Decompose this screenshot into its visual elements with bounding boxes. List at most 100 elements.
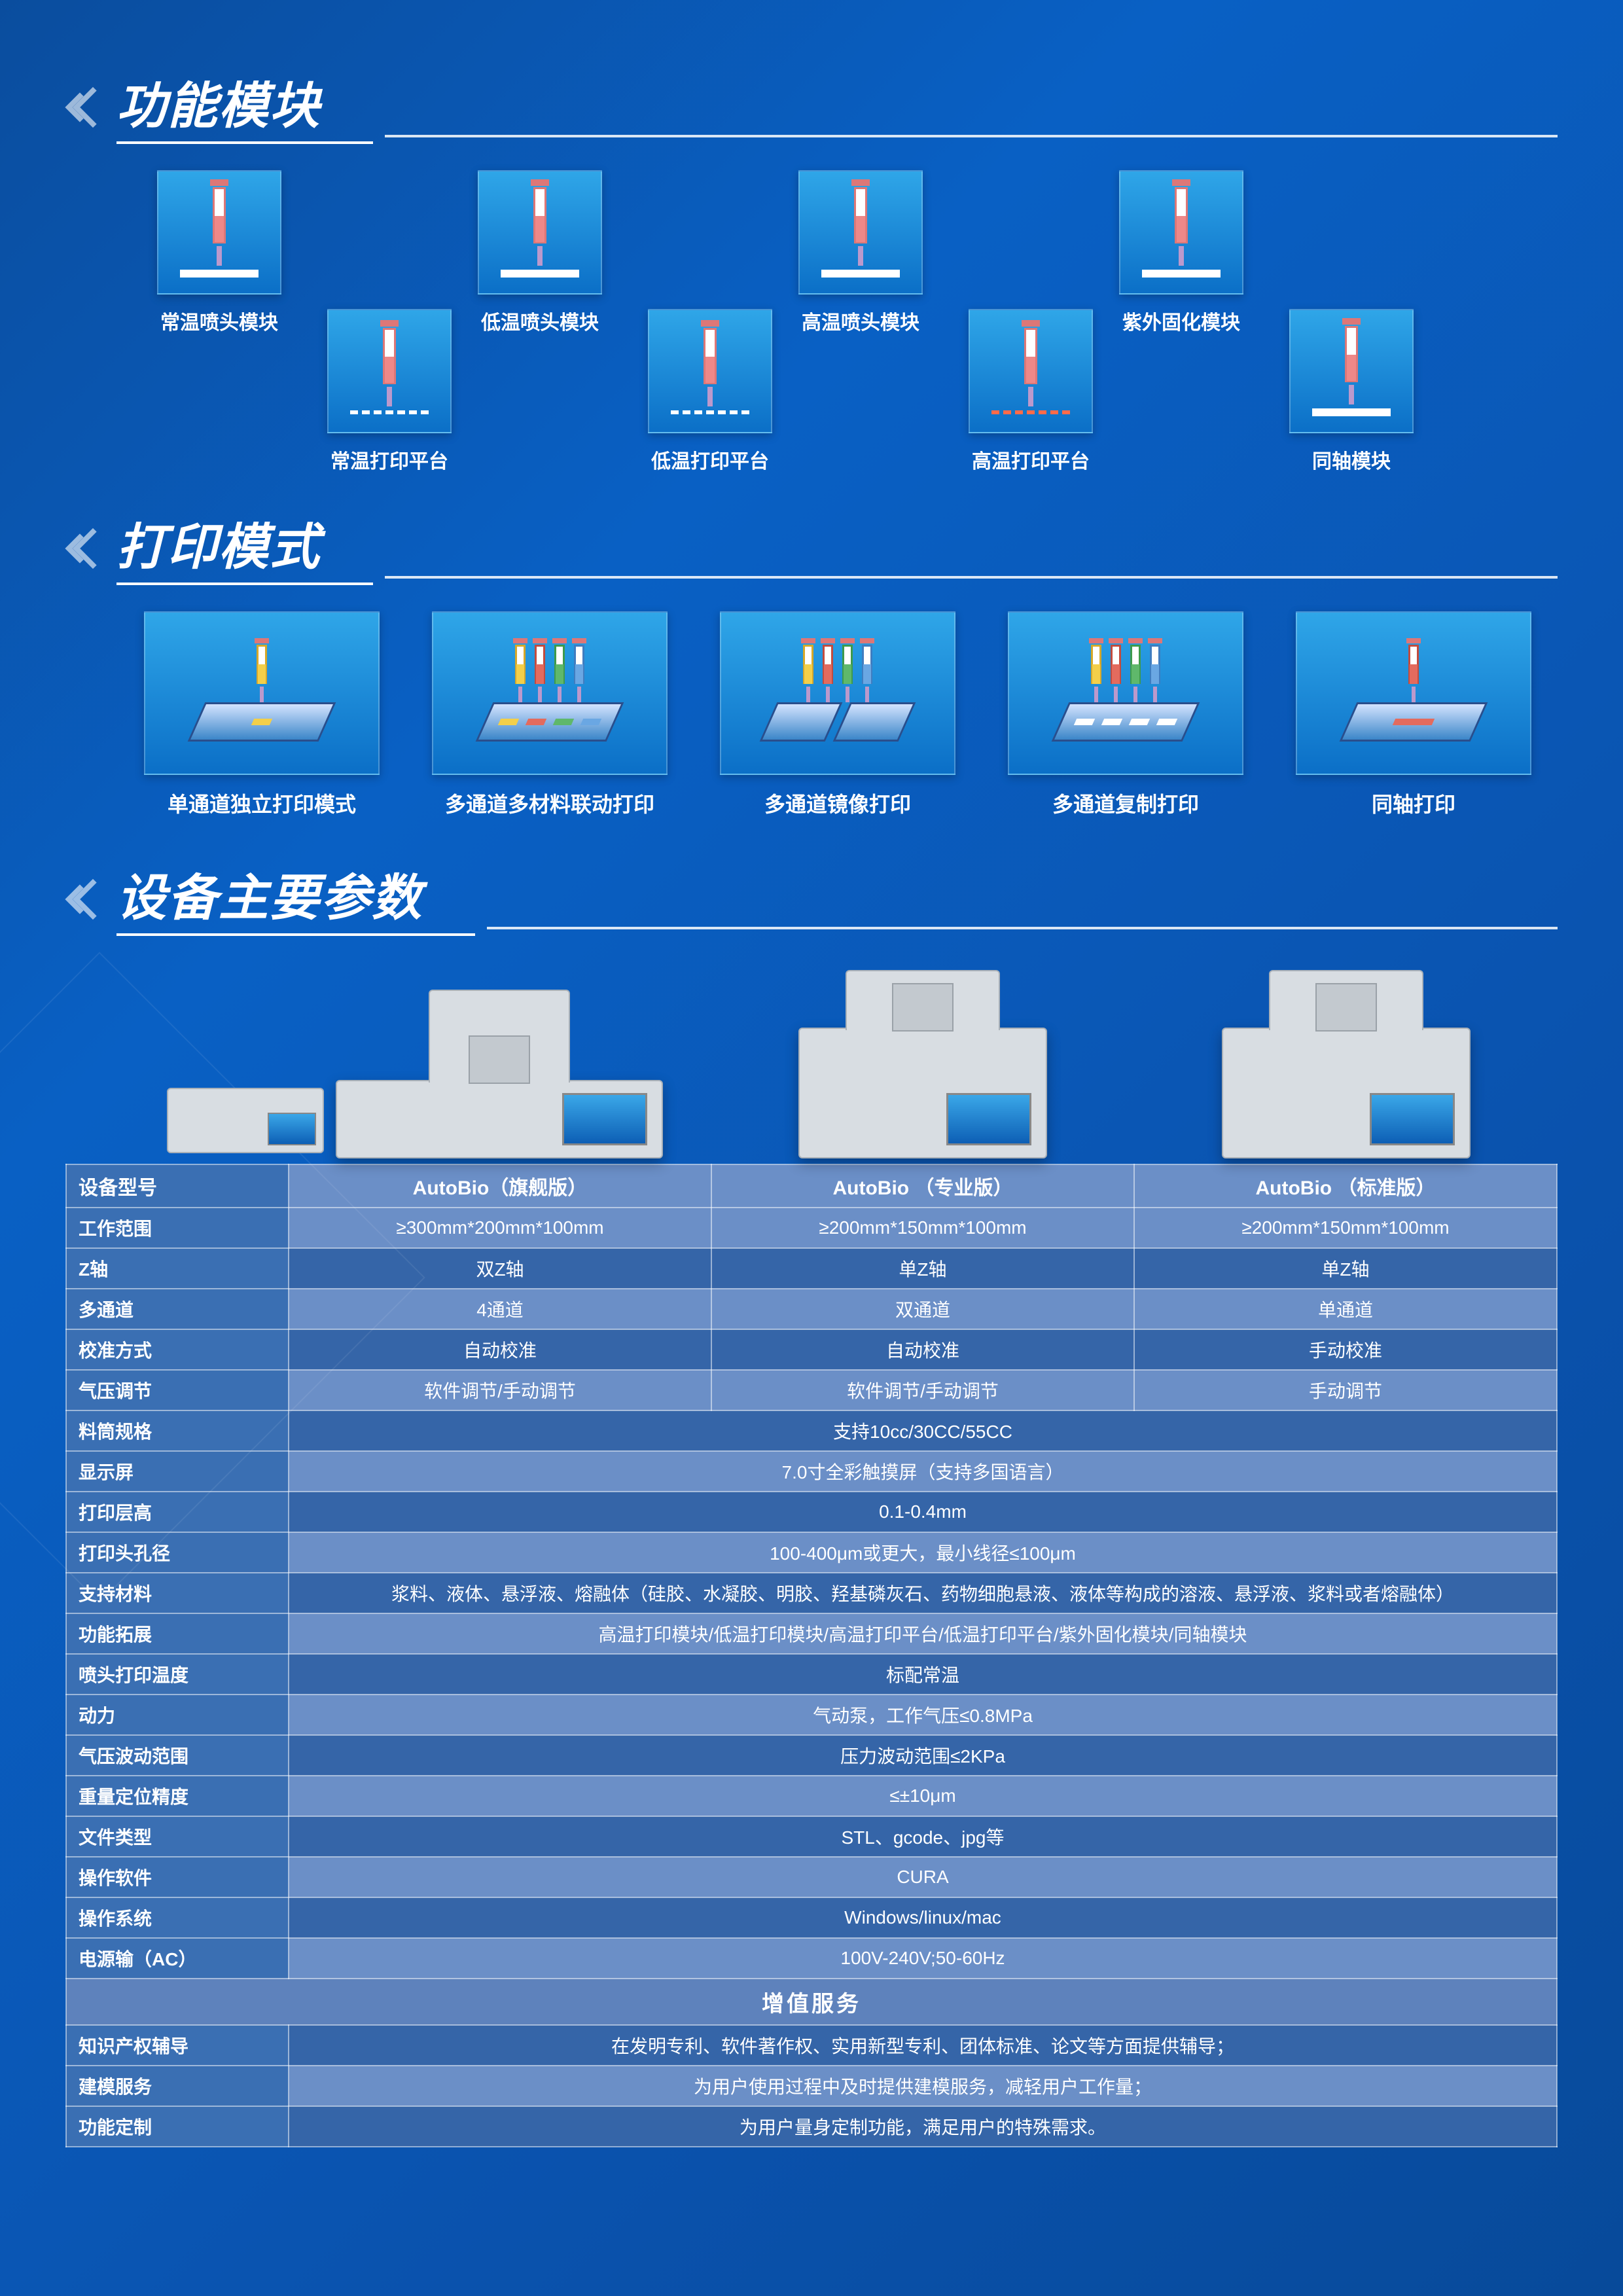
spec-cell-merged: STL、gcode、jpg等 <box>289 1816 1557 1857</box>
module-item: 同轴模块 <box>1276 309 1427 474</box>
spec-row: 喷头打印温度标配常温 <box>66 1654 1557 1695</box>
service-row: 知识产权辅导在发明专利、软件著作权、实用新型专利、团体标准、论文等方面提供辅导； <box>66 2025 1557 2066</box>
spec-row: Z轴双Z轴单Z轴单Z轴 <box>66 1248 1557 1289</box>
module-tile <box>327 309 452 433</box>
module-tile <box>798 170 923 295</box>
spec-header-row: 设备型号 AutoBio（旗舰版） AutoBio （专业版） AutoBio … <box>66 1164 1557 1208</box>
module-label: 低温喷头模块 <box>465 306 615 335</box>
print-mode-label: 多通道镜像打印 <box>707 788 969 818</box>
print-mode-tile <box>1296 611 1531 775</box>
spec-cell-merged: 高温打印模块/低温打印模块/高温打印平台/低温打印平台/紫外固化模块/同轴模块 <box>289 1613 1557 1654</box>
module-label: 紫外固化模块 <box>1106 306 1257 335</box>
print-mode-tile <box>144 611 380 775</box>
spec-row: 气压波动范围压力波动范围≤2KPa <box>66 1735 1557 1776</box>
module-item: 低温打印平台 <box>635 309 785 474</box>
spec-row: 气压调节软件调节/手动调节软件调节/手动调节手动调节 <box>66 1370 1557 1410</box>
device-image-flagship <box>288 962 711 1158</box>
service-label: 建模服务 <box>66 2066 289 2106</box>
spec-row-label: 打印层高 <box>66 1492 289 1532</box>
module-tile <box>1289 309 1414 433</box>
spec-header-label: 设备型号 <box>66 1164 289 1208</box>
module-item: 紫外固化模块 <box>1106 170 1257 335</box>
module-label: 低温打印平台 <box>635 445 785 474</box>
spec-cell: ≥300mm*200mm*100mm <box>289 1208 711 1248</box>
spec-cell-merged: 气动泵，工作气压≤0.8MPa <box>289 1695 1557 1735</box>
spec-cell: 软件调节/手动调节 <box>289 1370 711 1410</box>
spec-cell-merged: CURA <box>289 1857 1557 1897</box>
service-row: 建模服务为用户使用过程中及时提供建模服务，减轻用户工作量； <box>66 2066 1557 2106</box>
spec-row: 功能拓展高温打印模块/低温打印模块/高温打印平台/低温打印平台/紫外固化模块/同… <box>66 1613 1557 1654</box>
spec-cell-merged: 压力波动范围≤2KPa <box>289 1735 1557 1776</box>
module-item: 常温喷头模块 <box>144 170 294 335</box>
spec-cell: 双通道 <box>711 1289 1134 1329</box>
service-label: 功能定制 <box>66 2106 289 2147</box>
spec-row-label: 文件类型 <box>66 1816 289 1857</box>
heading-rule <box>487 927 1558 929</box>
service-row: 功能定制为用户量身定制功能，满足用户的特殊需求。 <box>66 2106 1557 2147</box>
spec-cell: 软件调节/手动调节 <box>711 1370 1134 1410</box>
print-mode-tile <box>432 611 668 775</box>
spec-row: 电源输（AC）100V-240V;50-60Hz <box>66 1938 1557 1979</box>
device-image-pro <box>711 962 1135 1158</box>
service-text: 为用户量身定制功能，满足用户的特殊需求。 <box>289 2106 1557 2147</box>
spec-cell-merged: 7.0寸全彩触摸屏（支持多国语言） <box>289 1451 1557 1492</box>
section-title-specs: 设备主要参数 <box>65 857 1558 936</box>
print-mode-label: 同轴打印 <box>1283 788 1544 818</box>
spec-row: 操作系统Windows/linux/mac <box>66 1897 1557 1938</box>
module-label: 常温打印平台 <box>314 445 465 474</box>
spec-row-label: 喷头打印温度 <box>66 1654 289 1695</box>
spec-row: 支持材料浆料、液体、悬浮液、熔融体（硅胶、水凝胶、明胶、羟基磷灰石、药物细胞悬液… <box>66 1573 1557 1613</box>
chevron-icon <box>65 526 105 565</box>
spec-col-standard: AutoBio （标准版） <box>1134 1164 1557 1208</box>
spec-row-label: 气压调节 <box>66 1370 289 1410</box>
spec-cell-merged: ≤±10μm <box>289 1776 1557 1816</box>
service-text: 为用户使用过程中及时提供建模服务，减轻用户工作量； <box>289 2066 1557 2106</box>
heading-rule <box>385 576 1558 579</box>
spec-cell: 单Z轴 <box>1134 1248 1557 1289</box>
spec-col-pro: AutoBio （专业版） <box>711 1164 1134 1208</box>
spec-row-label: 料筒规格 <box>66 1410 289 1451</box>
spec-cell: 双Z轴 <box>289 1248 711 1289</box>
print-mode-item: 多通道镜像打印 <box>707 611 969 818</box>
module-label: 同轴模块 <box>1276 445 1427 474</box>
spec-row: 打印头孔径100-400μm或更大，最小线径≤100μm <box>66 1532 1557 1573</box>
spec-cell-merged: 0.1-0.4mm <box>289 1492 1557 1532</box>
spec-row: 工作范围≥300mm*200mm*100mm≥200mm*150mm*100mm… <box>66 1208 1557 1248</box>
print-mode-item: 多通道多材料联动打印 <box>419 611 681 818</box>
spec-cell: 单通道 <box>1134 1289 1557 1329</box>
spec-row-label: 支持材料 <box>66 1573 289 1613</box>
module-item: 高温喷头模块 <box>785 170 936 335</box>
spec-row-label: 多通道 <box>66 1289 289 1329</box>
spec-col-flagship: AutoBio（旗舰版） <box>289 1164 711 1208</box>
module-item: 低温喷头模块 <box>465 170 615 335</box>
spec-row: 文件类型STL、gcode、jpg等 <box>66 1816 1557 1857</box>
spec-cell: 单Z轴 <box>711 1248 1134 1289</box>
spec-cell-merged: 浆料、液体、悬浮液、熔融体（硅胶、水凝胶、明胶、羟基磷灰石、药物细胞悬液、液体等… <box>289 1573 1557 1613</box>
module-item: 常温打印平台 <box>314 309 465 474</box>
spec-row: 显示屏7.0寸全彩触摸屏（支持多国语言） <box>66 1451 1557 1492</box>
module-tile <box>648 309 772 433</box>
spec-cell: ≥200mm*150mm*100mm <box>1134 1208 1557 1248</box>
spec-row: 料筒规格支持10cc/30CC/55CC <box>66 1410 1557 1451</box>
print-mode-tile <box>720 611 955 775</box>
spec-row-label: 操作软件 <box>66 1857 289 1897</box>
module-label: 高温打印平台 <box>955 445 1106 474</box>
spec-cell: 自动校准 <box>289 1329 711 1370</box>
module-item: 高温打印平台 <box>955 309 1106 474</box>
service-text: 在发明专利、软件著作权、实用新型专利、团体标准、论文等方面提供辅导； <box>289 2025 1557 2066</box>
spec-cell-merged: 100-400μm或更大，最小线径≤100μm <box>289 1532 1557 1573</box>
module-label: 高温喷头模块 <box>785 306 936 335</box>
section-title-modes: 打印模式 <box>65 507 1558 585</box>
print-mode-label: 多通道多材料联动打印 <box>419 788 681 818</box>
module-tile <box>1119 170 1243 295</box>
modules-heading: 功能模块 <box>116 65 373 144</box>
module-tile <box>969 309 1093 433</box>
spec-cell: 4通道 <box>289 1289 711 1329</box>
print-mode-label: 多通道复制打印 <box>995 788 1257 818</box>
heading-rule <box>385 135 1558 137</box>
spec-cell-merged: 支持10cc/30CC/55CC <box>289 1410 1557 1451</box>
modes-heading: 打印模式 <box>116 507 373 585</box>
spec-row-label: 操作系统 <box>66 1897 289 1938</box>
module-tile <box>157 170 281 295</box>
service-label: 知识产权辅导 <box>66 2025 289 2066</box>
